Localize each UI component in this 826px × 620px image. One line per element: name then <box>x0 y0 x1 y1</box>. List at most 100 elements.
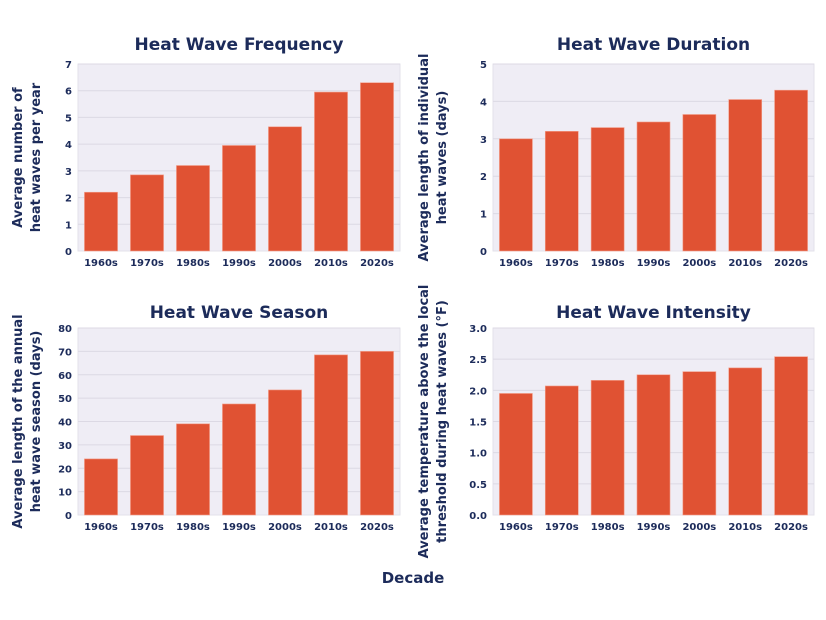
y-tick-label: 2 <box>65 194 72 205</box>
x-tick-label: 1970s <box>130 522 164 533</box>
y-tick-label: 0.5 <box>469 480 487 491</box>
chart-heat-wave-season: 0 10 20 30 40 50 60 70 80 1960s 1970s 1980s 1990s 200… <box>11 303 401 533</box>
y-tick-label: 1 <box>480 210 487 221</box>
x-tick-label: 1990s <box>222 258 256 269</box>
bar-2000s <box>268 126 302 252</box>
x-tick-label: 1980s <box>591 522 625 533</box>
bar-1990s <box>222 403 256 516</box>
y-tick-label: 60 <box>58 371 72 382</box>
x-tick-label: 2020s <box>774 522 808 533</box>
bar-1980s <box>590 127 625 252</box>
y-tick-label: 80 <box>58 324 72 335</box>
bar-2020s <box>360 351 394 516</box>
y-tick-label: 3 <box>65 167 72 178</box>
y-tick-label: 50 <box>58 394 72 405</box>
x-tick-label: 2020s <box>360 522 394 533</box>
y-tick-label: 70 <box>58 347 72 358</box>
x-tick-label: 1970s <box>130 258 164 269</box>
y-tick-label: 0 <box>480 247 487 258</box>
x-tick-label: 2020s <box>774 258 808 269</box>
y-tick-label: 0 <box>65 247 72 258</box>
x-tick-label: 1980s <box>176 522 210 533</box>
x-tick-label: 1960s <box>499 258 533 269</box>
bar-2000s <box>682 371 717 516</box>
bar-2020s <box>774 89 808 252</box>
y-axis-label: heat wave season (days) <box>29 331 44 513</box>
bar-2020s <box>360 82 394 252</box>
x-tick-label: 2000s <box>682 522 716 533</box>
y-tick-label: 30 <box>58 441 72 452</box>
chart-heat-wave-intensity: 0.0 0.5 1.0 1.5 2.0 2.5 3.0 1960s 1970s 1980s 1990… <box>417 285 815 559</box>
chart-title: Heat Wave Intensity <box>556 303 751 323</box>
y-tick-label: 1 <box>65 220 72 231</box>
y-axis-label: Average temperature above the local <box>417 285 432 559</box>
x-tick-label: 1970s <box>545 522 579 533</box>
x-tick-label: 1990s <box>222 522 256 533</box>
chart-title: Heat Wave Frequency <box>135 35 344 55</box>
y-tick-label: 2 <box>480 172 487 183</box>
x-tick-label: 1960s <box>84 522 118 533</box>
y-tick-label: 20 <box>58 464 72 475</box>
x-tick-label: 1960s <box>84 258 118 269</box>
x-tick-label: 2010s <box>728 522 762 533</box>
bar-2010s <box>314 91 348 252</box>
y-tick-label: 40 <box>58 418 72 429</box>
bar-2000s <box>682 114 717 252</box>
bar-1960s <box>84 458 118 516</box>
y-tick-label: 0.0 <box>469 511 487 522</box>
x-tick-label: 1990s <box>637 258 671 269</box>
y-tick-label: 4 <box>480 97 487 108</box>
shared-x-axis-label: Decade <box>382 569 445 587</box>
bar-2010s <box>314 354 348 516</box>
bar-1990s <box>222 145 256 252</box>
y-axis-label: Average length of the annual <box>11 314 26 528</box>
x-tick-label: 1970s <box>545 258 579 269</box>
y-axis-label: Average number of <box>11 87 26 228</box>
bar-1970s <box>544 385 579 516</box>
y-tick-label: 5 <box>480 60 487 71</box>
bar-1980s <box>176 423 210 516</box>
x-tick-label: 1960s <box>499 522 533 533</box>
y-tick-label: 4 <box>65 140 72 151</box>
chart-heat-wave-duration: 0 1 2 3 4 5 1960s 1970s 1980s 1990s 2000s 2010s 2020… <box>417 35 815 269</box>
x-tick-label: 2000s <box>268 258 302 269</box>
bar-1990s <box>636 121 671 252</box>
chart-heat-wave-frequency: 0 1 2 3 4 5 6 7 1960s 1970s 1980s 1990s 2000s 2010s 20… <box>11 35 401 269</box>
y-tick-label: 2.5 <box>469 355 487 366</box>
x-tick-label: 2020s <box>360 258 394 269</box>
bar-1970s <box>544 131 579 252</box>
y-axis-label: Average length of individual <box>417 54 432 262</box>
y-tick-label: 6 <box>65 87 72 98</box>
bar-1980s <box>176 165 210 252</box>
bar-1980s <box>590 380 625 516</box>
y-tick-label: 5 <box>65 113 72 124</box>
x-tick-label: 1980s <box>176 258 210 269</box>
y-axis-label: heat waves (days) <box>435 91 450 225</box>
bar-1960s <box>499 138 533 252</box>
x-tick-label: 1990s <box>637 522 671 533</box>
x-tick-label: 2010s <box>728 258 762 269</box>
y-tick-label: 0 <box>65 511 72 522</box>
bar-1970s <box>130 435 164 516</box>
x-tick-label: 2010s <box>314 522 348 533</box>
bar-1960s <box>499 393 533 516</box>
x-tick-label: 2010s <box>314 258 348 269</box>
chart-title: Heat Wave Duration <box>557 35 750 55</box>
y-tick-label: 3 <box>480 135 487 146</box>
y-tick-label: 7 <box>65 60 72 71</box>
y-tick-label: 1.5 <box>469 418 487 429</box>
y-axis-label: heat waves per year <box>29 82 44 232</box>
y-tick-label: 2.0 <box>469 386 487 397</box>
bar-1970s <box>130 174 164 252</box>
x-tick-label: 2000s <box>682 258 716 269</box>
chart-title: Heat Wave Season <box>150 303 329 323</box>
y-tick-label: 1.0 <box>469 449 487 460</box>
bar-1990s <box>636 374 671 516</box>
bar-1960s <box>84 191 118 252</box>
bar-2010s <box>728 99 763 252</box>
y-tick-label: 10 <box>58 488 72 499</box>
bar-2020s <box>774 356 808 516</box>
bar-2000s <box>268 389 302 516</box>
y-axis-label: threshold during heat waves (°F) <box>435 300 450 543</box>
x-tick-label: 1980s <box>591 258 625 269</box>
